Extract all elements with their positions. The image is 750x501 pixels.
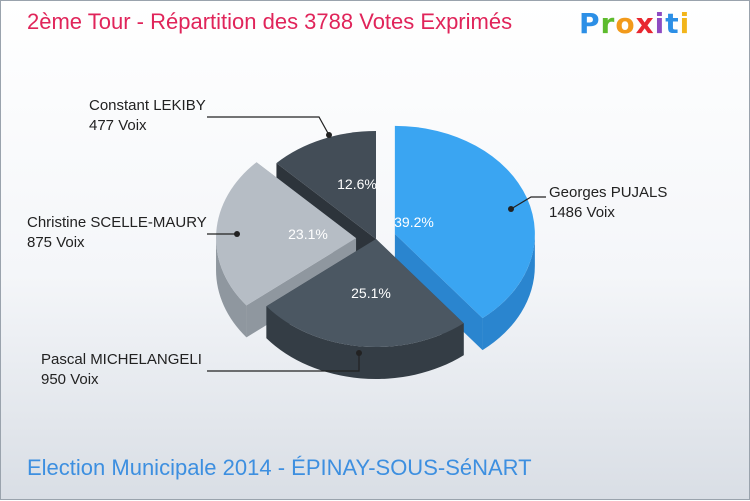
proxiti-logo: Proxiti [579, 7, 690, 40]
chart-subtitle: Election Municipale 2014 - ÉPINAY-SOUS-S… [27, 455, 532, 480]
logo-letter-1: P [579, 7, 601, 40]
percent-label-georges-pujals: 39.2% [394, 214, 434, 230]
logo-letter-7: i [679, 7, 691, 40]
candidate-name-constant-lekiby: Constant LEKIBY [89, 97, 206, 114]
candidate-votes-christine-scelle-maury: 875 Voix [27, 234, 85, 251]
chart-title: 2ème Tour - Répartition des 3788 Votes E… [27, 9, 513, 34]
leader-arrow-christine-scelle-maury [234, 231, 240, 237]
leader-arrow-pascal-michelangeli [356, 350, 362, 356]
slice-christine-scelle-maury [216, 162, 357, 306]
slice-side-georges-pujals [482, 233, 535, 351]
candidate-name-pascal-michelangeli: Pascal MICHELANGELI [41, 351, 202, 368]
candidate-votes-constant-lekiby: 477 Voix [89, 117, 147, 134]
logo-letter-3: o [615, 7, 636, 40]
percent-label-constant-lekiby: 12.6% [337, 176, 377, 192]
leader-line-pascal-michelangeli [207, 353, 360, 372]
logo-letter-5: i [654, 7, 666, 40]
slice-side-pascal-michelangeli [266, 306, 464, 379]
leader-arrow-constant-lekiby [326, 132, 332, 138]
logo-letter-6: t [665, 7, 680, 40]
candidate-name-georges-pujals: Georges PUJALS [549, 184, 667, 201]
candidate-votes-pascal-michelangeli: 950 Voix [41, 371, 99, 388]
percent-label-pascal-michelangeli: 25.1% [351, 285, 391, 301]
slice-pascal-michelangeli [266, 239, 464, 347]
percent-label-christine-scelle-maury: 23.1% [288, 226, 328, 242]
slice-constant-lekiby [276, 131, 376, 239]
leader-arrow-georges-pujals [508, 206, 514, 212]
logo-letter-4: x [635, 7, 655, 40]
candidate-name-christine-scelle-maury: Christine SCELLE-MAURY [27, 214, 207, 231]
leader-line-constant-lekiby [207, 116, 330, 136]
slice-georges-pujals [394, 125, 535, 319]
candidate-votes-georges-pujals: 1486 Voix [549, 204, 615, 221]
pie-top-faces [216, 125, 535, 347]
slice-side-christine-scelle-maury [216, 238, 247, 338]
logo-letter-2: r [600, 7, 616, 40]
leader-line-georges-pujals [510, 196, 546, 210]
